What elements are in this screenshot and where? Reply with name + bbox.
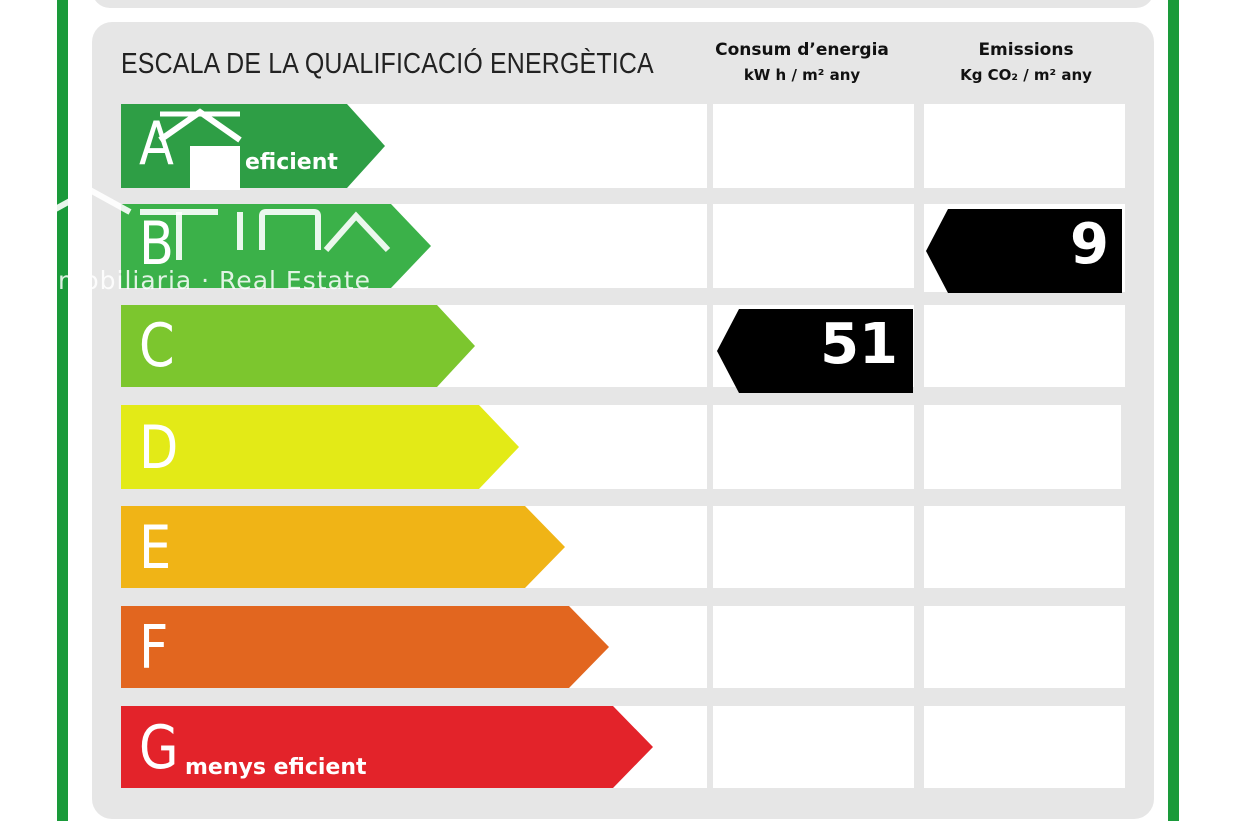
- emissions-cell-g: [924, 706, 1125, 788]
- rating-arrow-f: [121, 606, 609, 688]
- consum-header-unit: kW h / m² any: [743, 66, 861, 84]
- rating-arrow-e: [121, 506, 565, 588]
- consum-cell-e: [713, 506, 914, 588]
- emissions-cell-a: [924, 104, 1125, 188]
- emissions-header-label: Emissions: [978, 40, 1074, 60]
- rating-letter-g: G: [139, 713, 179, 783]
- rating-arrow-g: [121, 706, 653, 788]
- emissions-column-header: Emissions Kg CO₂ / m² any: [920, 40, 1132, 84]
- rating-label-a: eficient: [245, 150, 338, 175]
- scale-title: ESCALA DE LA QUALIFICACIÓ ENERGÈTICA: [121, 48, 654, 80]
- agency-tagline-watermark: mobiliaria · Real Estate: [58, 266, 372, 295]
- emissions-value-tag: [926, 209, 1122, 293]
- emissions-cell-d: [924, 405, 1121, 489]
- consum-header-label: Consum d’energia: [715, 40, 889, 60]
- rating-letter-e: E: [139, 513, 172, 583]
- consum-cell-a: [713, 104, 914, 188]
- consum-value-tag: [717, 309, 913, 393]
- left-frame-border: [57, 0, 68, 821]
- consum-column-header: Consum d’energia kW h / m² any: [702, 40, 902, 84]
- rating-arrow-c: [121, 305, 475, 387]
- emissions-value: 9: [1070, 212, 1109, 277]
- consum-cell-b: [713, 204, 914, 288]
- right-frame-border: [1168, 0, 1179, 821]
- emissions-header-unit: Kg CO₂ / m² any: [960, 66, 1092, 84]
- consum-cell-f: [713, 606, 914, 688]
- consum-cell-d: [713, 405, 914, 489]
- rating-letter-b: B: [139, 209, 174, 279]
- rating-letter-f: F: [139, 613, 169, 683]
- consum-cell-g: [713, 706, 914, 788]
- rating-letter-c: C: [139, 311, 175, 381]
- top-panel-fragment: [92, 0, 1154, 8]
- emissions-cell-e: [924, 506, 1125, 588]
- emissions-cell-c: [924, 305, 1125, 387]
- rating-label-g: menys eficient: [185, 755, 367, 780]
- rating-letter-d: D: [139, 413, 179, 483]
- emissions-cell-f: [924, 606, 1125, 688]
- rating-arrow-d: [121, 405, 519, 489]
- consum-value: 51: [820, 312, 898, 377]
- rating-letter-a: A: [139, 109, 174, 179]
